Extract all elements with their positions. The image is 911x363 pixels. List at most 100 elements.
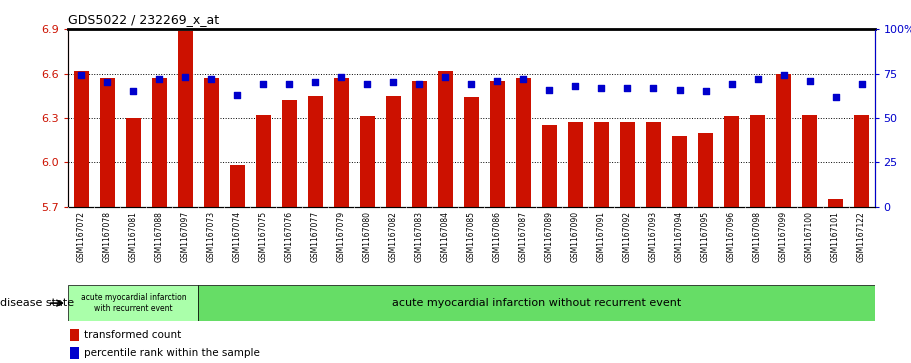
Text: GSM1167079: GSM1167079 [337,211,346,262]
Point [855,81,869,87]
Point [620,85,635,91]
Bar [203,78,220,207]
Point [594,85,609,91]
Bar [68,285,199,321]
Text: GSM1167122: GSM1167122 [857,211,866,262]
Point [672,87,687,93]
Point [282,81,297,87]
Point [464,81,479,87]
Bar [70,347,79,359]
Point [152,76,167,82]
Text: GSM1167087: GSM1167087 [519,211,528,262]
Text: transformed count: transformed count [85,330,181,340]
Bar [151,78,167,207]
Point [517,76,531,82]
Text: GSM1167085: GSM1167085 [467,211,476,262]
Text: GSM1167074: GSM1167074 [233,211,242,262]
Bar [99,78,115,207]
Bar [619,122,635,207]
Text: GSM1167083: GSM1167083 [415,211,424,262]
Text: GSM1167086: GSM1167086 [493,211,502,262]
Text: GSM1167094: GSM1167094 [675,211,684,262]
Text: GSM1167072: GSM1167072 [77,211,86,262]
Bar [516,78,531,207]
Bar [542,125,558,207]
Bar [437,70,454,207]
Bar [671,136,687,207]
Bar [464,97,479,207]
Bar [723,117,740,207]
Bar [828,200,844,207]
Point [126,88,140,94]
Bar [412,81,427,207]
Text: GSM1167101: GSM1167101 [831,211,840,262]
Point [360,81,374,87]
Text: GSM1167092: GSM1167092 [623,211,632,262]
Point [490,78,505,83]
Point [698,88,712,94]
Point [334,74,349,80]
Bar [256,115,271,207]
Bar [854,115,869,207]
Text: GSM1167100: GSM1167100 [805,211,814,262]
Text: GSM1167098: GSM1167098 [753,211,762,262]
Text: GSM1167082: GSM1167082 [389,211,398,262]
Text: acute myocardial infarction
with recurrent event: acute myocardial infarction with recurre… [80,293,186,313]
Point [178,74,192,80]
Text: GSM1167073: GSM1167073 [207,211,216,262]
Bar [199,285,875,321]
Point [542,87,557,93]
Bar [126,118,141,207]
Bar [802,115,817,207]
Point [803,78,817,83]
Text: percentile rank within the sample: percentile rank within the sample [85,348,261,358]
Text: GSM1167089: GSM1167089 [545,211,554,262]
Bar [230,166,245,207]
Text: GSM1167091: GSM1167091 [597,211,606,262]
Point [776,72,791,78]
Bar [360,117,375,207]
Point [230,92,245,98]
Bar [698,133,713,207]
Bar [385,96,401,207]
Point [386,79,401,85]
Text: disease state: disease state [0,298,74,308]
Point [568,83,583,89]
Point [751,76,765,82]
Point [724,81,739,87]
Point [412,81,426,87]
Text: GSM1167081: GSM1167081 [128,211,138,262]
Bar [74,70,89,207]
Point [438,74,453,80]
Text: GSM1167078: GSM1167078 [103,211,112,262]
Text: GSM1167097: GSM1167097 [181,211,189,262]
Point [308,79,322,85]
Bar [750,115,765,207]
Point [256,81,271,87]
Text: GSM1167076: GSM1167076 [285,211,294,262]
Text: GSM1167093: GSM1167093 [649,211,658,262]
Point [74,72,88,78]
Bar [308,96,323,207]
Bar [594,122,609,207]
Text: GSM1167075: GSM1167075 [259,211,268,262]
Text: GSM1167095: GSM1167095 [701,211,710,262]
Bar [333,78,349,207]
Point [204,76,219,82]
Text: GSM1167099: GSM1167099 [779,211,788,262]
Bar [281,100,297,207]
Text: GDS5022 / 232269_x_at: GDS5022 / 232269_x_at [68,13,220,26]
Text: GSM1167088: GSM1167088 [155,211,164,262]
Point [646,85,660,91]
Bar [646,122,661,207]
Text: GSM1167077: GSM1167077 [311,211,320,262]
Bar [70,329,79,341]
Bar [489,81,506,207]
Text: acute myocardial infarction without recurrent event: acute myocardial infarction without recu… [392,298,681,308]
Bar [776,74,792,207]
Bar [178,30,193,207]
Point [100,79,115,85]
Point [828,94,843,99]
Text: GSM1167084: GSM1167084 [441,211,450,262]
Bar [568,122,583,207]
